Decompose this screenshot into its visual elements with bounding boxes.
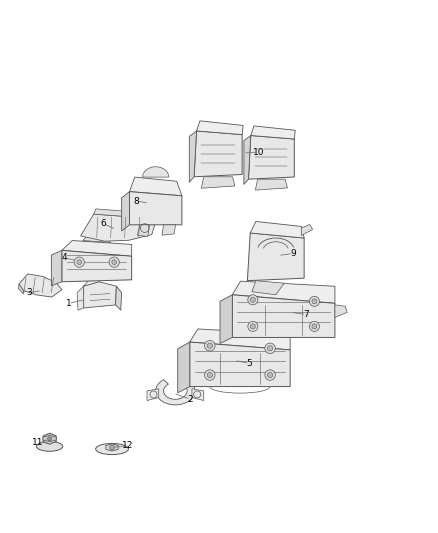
Polygon shape [201,177,235,188]
Circle shape [309,296,319,306]
Text: 3: 3 [26,288,32,297]
Text: 10: 10 [253,148,264,157]
Polygon shape [162,225,176,235]
Circle shape [205,370,215,380]
Polygon shape [81,214,155,241]
Polygon shape [194,131,242,177]
Polygon shape [130,177,182,196]
Circle shape [251,324,255,329]
Text: 5: 5 [247,359,252,368]
Polygon shape [255,179,287,190]
Text: 7: 7 [304,310,309,319]
Text: 9: 9 [290,249,296,258]
Polygon shape [244,135,251,184]
Circle shape [48,437,52,441]
Polygon shape [138,225,149,237]
Polygon shape [116,286,122,310]
Polygon shape [232,281,335,303]
Polygon shape [220,295,232,343]
Circle shape [110,445,114,450]
Text: 1: 1 [66,299,71,308]
Ellipse shape [95,443,128,455]
Text: 8: 8 [133,197,139,206]
Circle shape [248,295,258,305]
Circle shape [205,341,215,351]
Polygon shape [83,233,111,243]
Polygon shape [143,167,169,177]
Text: 11: 11 [32,438,43,447]
Polygon shape [51,251,62,286]
Text: 12: 12 [122,441,133,450]
Polygon shape [250,221,304,238]
Polygon shape [192,389,204,400]
Polygon shape [178,342,190,393]
Circle shape [265,370,276,380]
Circle shape [265,343,276,353]
Circle shape [312,299,317,304]
Circle shape [77,260,81,264]
Polygon shape [130,192,182,225]
Polygon shape [155,379,195,405]
Polygon shape [62,240,132,256]
Polygon shape [122,192,130,231]
Circle shape [109,257,119,267]
Circle shape [268,346,273,351]
Ellipse shape [36,441,63,451]
Polygon shape [84,282,117,308]
Polygon shape [19,274,62,297]
Polygon shape [232,295,335,337]
Circle shape [112,260,117,264]
Polygon shape [62,251,132,282]
Polygon shape [251,126,295,139]
Polygon shape [84,276,104,286]
Polygon shape [43,433,56,444]
Polygon shape [197,121,243,135]
Circle shape [312,324,317,329]
Polygon shape [94,209,135,217]
Polygon shape [301,224,313,236]
Polygon shape [189,131,197,182]
Circle shape [251,297,255,302]
Circle shape [248,321,258,332]
Circle shape [309,321,319,332]
Circle shape [268,373,273,378]
Circle shape [207,343,212,349]
Polygon shape [252,281,284,295]
Circle shape [207,373,212,378]
Polygon shape [77,286,84,310]
Text: 6: 6 [100,219,106,228]
Circle shape [74,257,85,267]
Text: 4: 4 [61,253,67,262]
Polygon shape [190,329,290,350]
Polygon shape [147,389,159,400]
Text: 2: 2 [188,395,194,403]
Polygon shape [43,435,56,441]
Polygon shape [248,135,294,179]
Polygon shape [335,305,347,317]
Polygon shape [190,342,290,386]
Polygon shape [106,444,118,451]
Polygon shape [247,233,304,281]
Polygon shape [18,284,23,294]
